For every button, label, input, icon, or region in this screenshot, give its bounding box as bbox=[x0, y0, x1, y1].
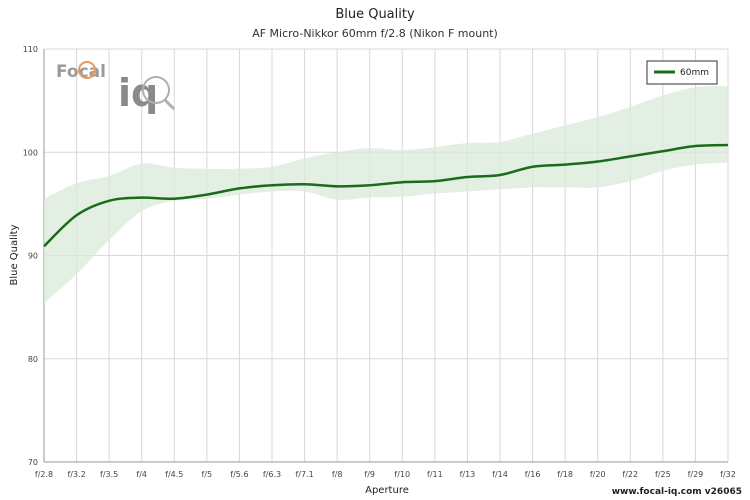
y-tick-label: 100 bbox=[23, 148, 38, 157]
x-axis-ticks: f/2.8 f/3.2 f/3.5 f/4 f/4.5 f/5 f/5.6 f/6.3 f/7.… bbox=[35, 470, 736, 479]
y-tick-label: 90 bbox=[28, 252, 38, 261]
x-tick-label: f/14 bbox=[492, 470, 508, 479]
magnifier-handle-icon bbox=[163, 98, 176, 111]
x-tick-label: f/9 bbox=[364, 470, 375, 479]
x-tick-label: f/13 bbox=[460, 470, 476, 479]
legend: 60mm bbox=[646, 60, 718, 85]
chart-title: Blue Quality bbox=[335, 7, 415, 22]
x-tick-label: f/4 bbox=[136, 470, 147, 479]
y-tick-label: 70 bbox=[28, 458, 38, 467]
x-tick-label: f/5.6 bbox=[230, 470, 248, 479]
x-tick-label: f/8 bbox=[332, 470, 343, 479]
chart-subtitle: AF Micro-Nikkor 60mm f/2.8 (Nikon F moun… bbox=[252, 27, 498, 40]
legend-label: 60mm bbox=[680, 68, 709, 78]
x-tick-label: f/32 bbox=[720, 470, 736, 479]
x-tick-label: f/16 bbox=[525, 470, 541, 479]
x-tick-label: f/7.1 bbox=[295, 470, 313, 479]
x-tick-label: f/6.3 bbox=[263, 470, 281, 479]
x-axis-title: Aperture bbox=[365, 485, 409, 496]
x-tick-label: f/3.2 bbox=[67, 470, 85, 479]
x-tick-label: f/18 bbox=[557, 470, 573, 479]
x-tick-label: f/11 bbox=[427, 470, 443, 479]
footer-watermark: www.focal-iq.com v26065 bbox=[611, 487, 742, 497]
x-tick-label: f/5 bbox=[202, 470, 213, 479]
x-tick-label: f/20 bbox=[590, 470, 606, 479]
logo-ring-icon bbox=[78, 61, 96, 79]
y-axis-title: Blue Quality bbox=[9, 224, 20, 285]
x-tick-label: f/2.8 bbox=[35, 470, 53, 479]
y-axis-ticks: 70 80 90 100 110 bbox=[23, 45, 38, 467]
x-tick-label: f/4.5 bbox=[165, 470, 183, 479]
confidence-band bbox=[44, 86, 728, 303]
series-line-60mm bbox=[43, 143, 729, 248]
magnifier-icon bbox=[142, 76, 170, 104]
x-tick-label: f/29 bbox=[688, 470, 704, 479]
legend-box bbox=[646, 60, 718, 85]
x-tick-label: f/3.5 bbox=[100, 470, 118, 479]
y-tick-label: 80 bbox=[28, 355, 38, 364]
focal-iq-logo: Focal iq bbox=[56, 61, 176, 115]
y-tick-label: 110 bbox=[23, 45, 38, 54]
x-tick-label: f/25 bbox=[655, 470, 671, 479]
x-tick-label: f/22 bbox=[622, 470, 638, 479]
x-tick-label: f/10 bbox=[394, 470, 410, 479]
